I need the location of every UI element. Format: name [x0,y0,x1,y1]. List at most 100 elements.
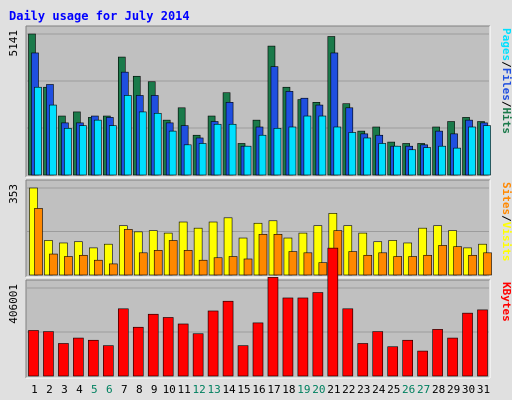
bar-visits-day-15 [238,237,248,276]
legend-text: KBytes [500,282,512,322]
bar-visits-day-12 [193,227,203,276]
bar-sites-day-19 [303,252,313,276]
panel-visits-sites: 353 Sites/Visits [7,179,512,278]
bar-pages-day-31 [483,125,491,176]
bar-pages-day-25 [393,145,402,176]
legend-separator: / [500,101,512,108]
panel-kbytes: 406001 KBytes [7,247,512,379]
bar-sites-day-29 [453,246,462,276]
bar-kbytes-day-24 [372,331,384,377]
x-label-day-17: 17 [267,383,280,396]
bar-pages-day-27 [423,147,431,176]
x-label-day-4: 4 [76,383,83,396]
bar-sites-day-31 [483,252,492,276]
bar-sites-day-26 [408,256,417,276]
legend-pages: Pages [500,28,512,61]
bar-sites-day-1 [34,208,43,276]
bar-sites-day-12 [198,259,208,276]
bar-sites-day-5 [94,259,103,276]
x-label-day-12: 12 [193,383,206,396]
bar-pages-day-23 [363,137,372,176]
bar-kbytes-day-11 [177,323,189,377]
x-label-day-14: 14 [222,383,236,396]
bar-sites-day-23 [363,254,373,276]
bar-sites-day-6 [109,263,118,276]
bar-sites-day-2 [49,253,58,276]
bar-kbytes-day-30 [462,312,473,377]
bar-kbytes-day-25 [387,346,399,377]
bar-pages-day-29 [453,147,461,176]
bar-sites-day-20 [318,262,328,276]
legend-visits-sites: Sites/Visits [500,182,512,262]
bar-pages-day-9 [153,112,162,176]
bar-kbytes-day-22 [342,308,354,377]
bar-pages-day-26 [408,149,416,176]
bar-kbytes-day-17 [267,277,279,377]
x-label-day-19: 19 [297,383,310,396]
bar-kbytes-day-2 [43,331,54,377]
x-label-day-24: 24 [372,383,386,396]
legend-text: Sites/Visits [500,182,512,262]
x-label-day-28: 28 [432,383,445,396]
bar-pages-day-24 [378,143,387,176]
bar-kbytes-day-1 [28,330,39,377]
bar-kbytes-day-3 [58,343,69,377]
bar-sites-day-30 [468,254,477,276]
bar-pages-day-12 [198,143,207,176]
bar-sites-day-28 [438,245,447,276]
bar-sites-day-25 [393,256,403,276]
bar-pages-day-11 [183,144,192,176]
bar-pages-day-3 [64,128,72,176]
bar-sites-day-17 [273,234,283,276]
bar-pages-day-18 [288,126,297,176]
bar-kbytes-day-16 [252,322,264,377]
bar-sites-day-22 [348,251,358,276]
x-label-day-2: 2 [46,383,53,396]
bar-sites-day-13 [213,257,223,276]
bar-pages-day-22 [348,132,357,176]
bar-kbytes-day-23 [357,343,369,377]
legend-kbytes: KBytes [500,282,512,322]
x-label-day-16: 16 [252,383,265,396]
y-axis-max-label-hits-files-pages: 5141 [7,30,20,57]
x-label-day-1: 1 [31,383,38,396]
x-label-day-21: 21 [327,383,340,396]
bar-pages-day-28 [438,145,446,176]
bar-sites-day-7 [123,229,133,276]
bar-visits-day-14 [223,217,233,276]
bar-sites-day-8 [138,252,148,276]
x-label-day-29: 29 [447,383,460,396]
bar-pages-day-19 [303,115,312,176]
bar-visits-day-20 [313,225,323,276]
bar-kbytes-day-10 [162,317,174,377]
bar-sites-day-3 [64,256,73,276]
x-label-day-31: 31 [477,383,490,396]
x-label-day-20: 20 [312,383,325,396]
bar-sites-day-10 [168,240,178,276]
x-label-day-15: 15 [237,383,250,396]
chart-title: Daily usage for July 2014 [9,9,190,23]
y-axis-max-label-kbytes: 406001 [7,284,20,324]
bar-kbytes-day-5 [88,339,99,377]
bar-kbytes-day-12 [192,333,204,377]
bar-sites-day-4 [79,254,88,276]
legend-separator: / [500,215,512,222]
legend-visits: Visits [500,222,512,262]
bar-pages-day-8 [138,111,147,176]
x-label-day-10: 10 [163,383,176,396]
legend-hits-files-pages: Pages/Files/Hits [500,28,512,134]
bar-sites-day-9 [153,250,163,276]
x-label-day-11: 11 [178,383,191,396]
bar-pages-day-30 [468,126,476,176]
x-label-day-25: 25 [387,383,400,396]
x-label-day-18: 18 [282,383,295,396]
bar-pages-day-1 [34,86,42,176]
bar-sites-day-18 [288,251,298,276]
bar-pages-day-17 [273,128,282,176]
bar-kbytes-day-29 [447,337,458,377]
legend-files: Files [500,68,512,101]
bar-sites-day-14 [228,256,238,276]
x-axis-day-labels: 1 2 3 4 5 6 7 8 9 10 11 12 13 14 15 16 17 18 19 20 21 22 23 24 2… [31,383,490,396]
